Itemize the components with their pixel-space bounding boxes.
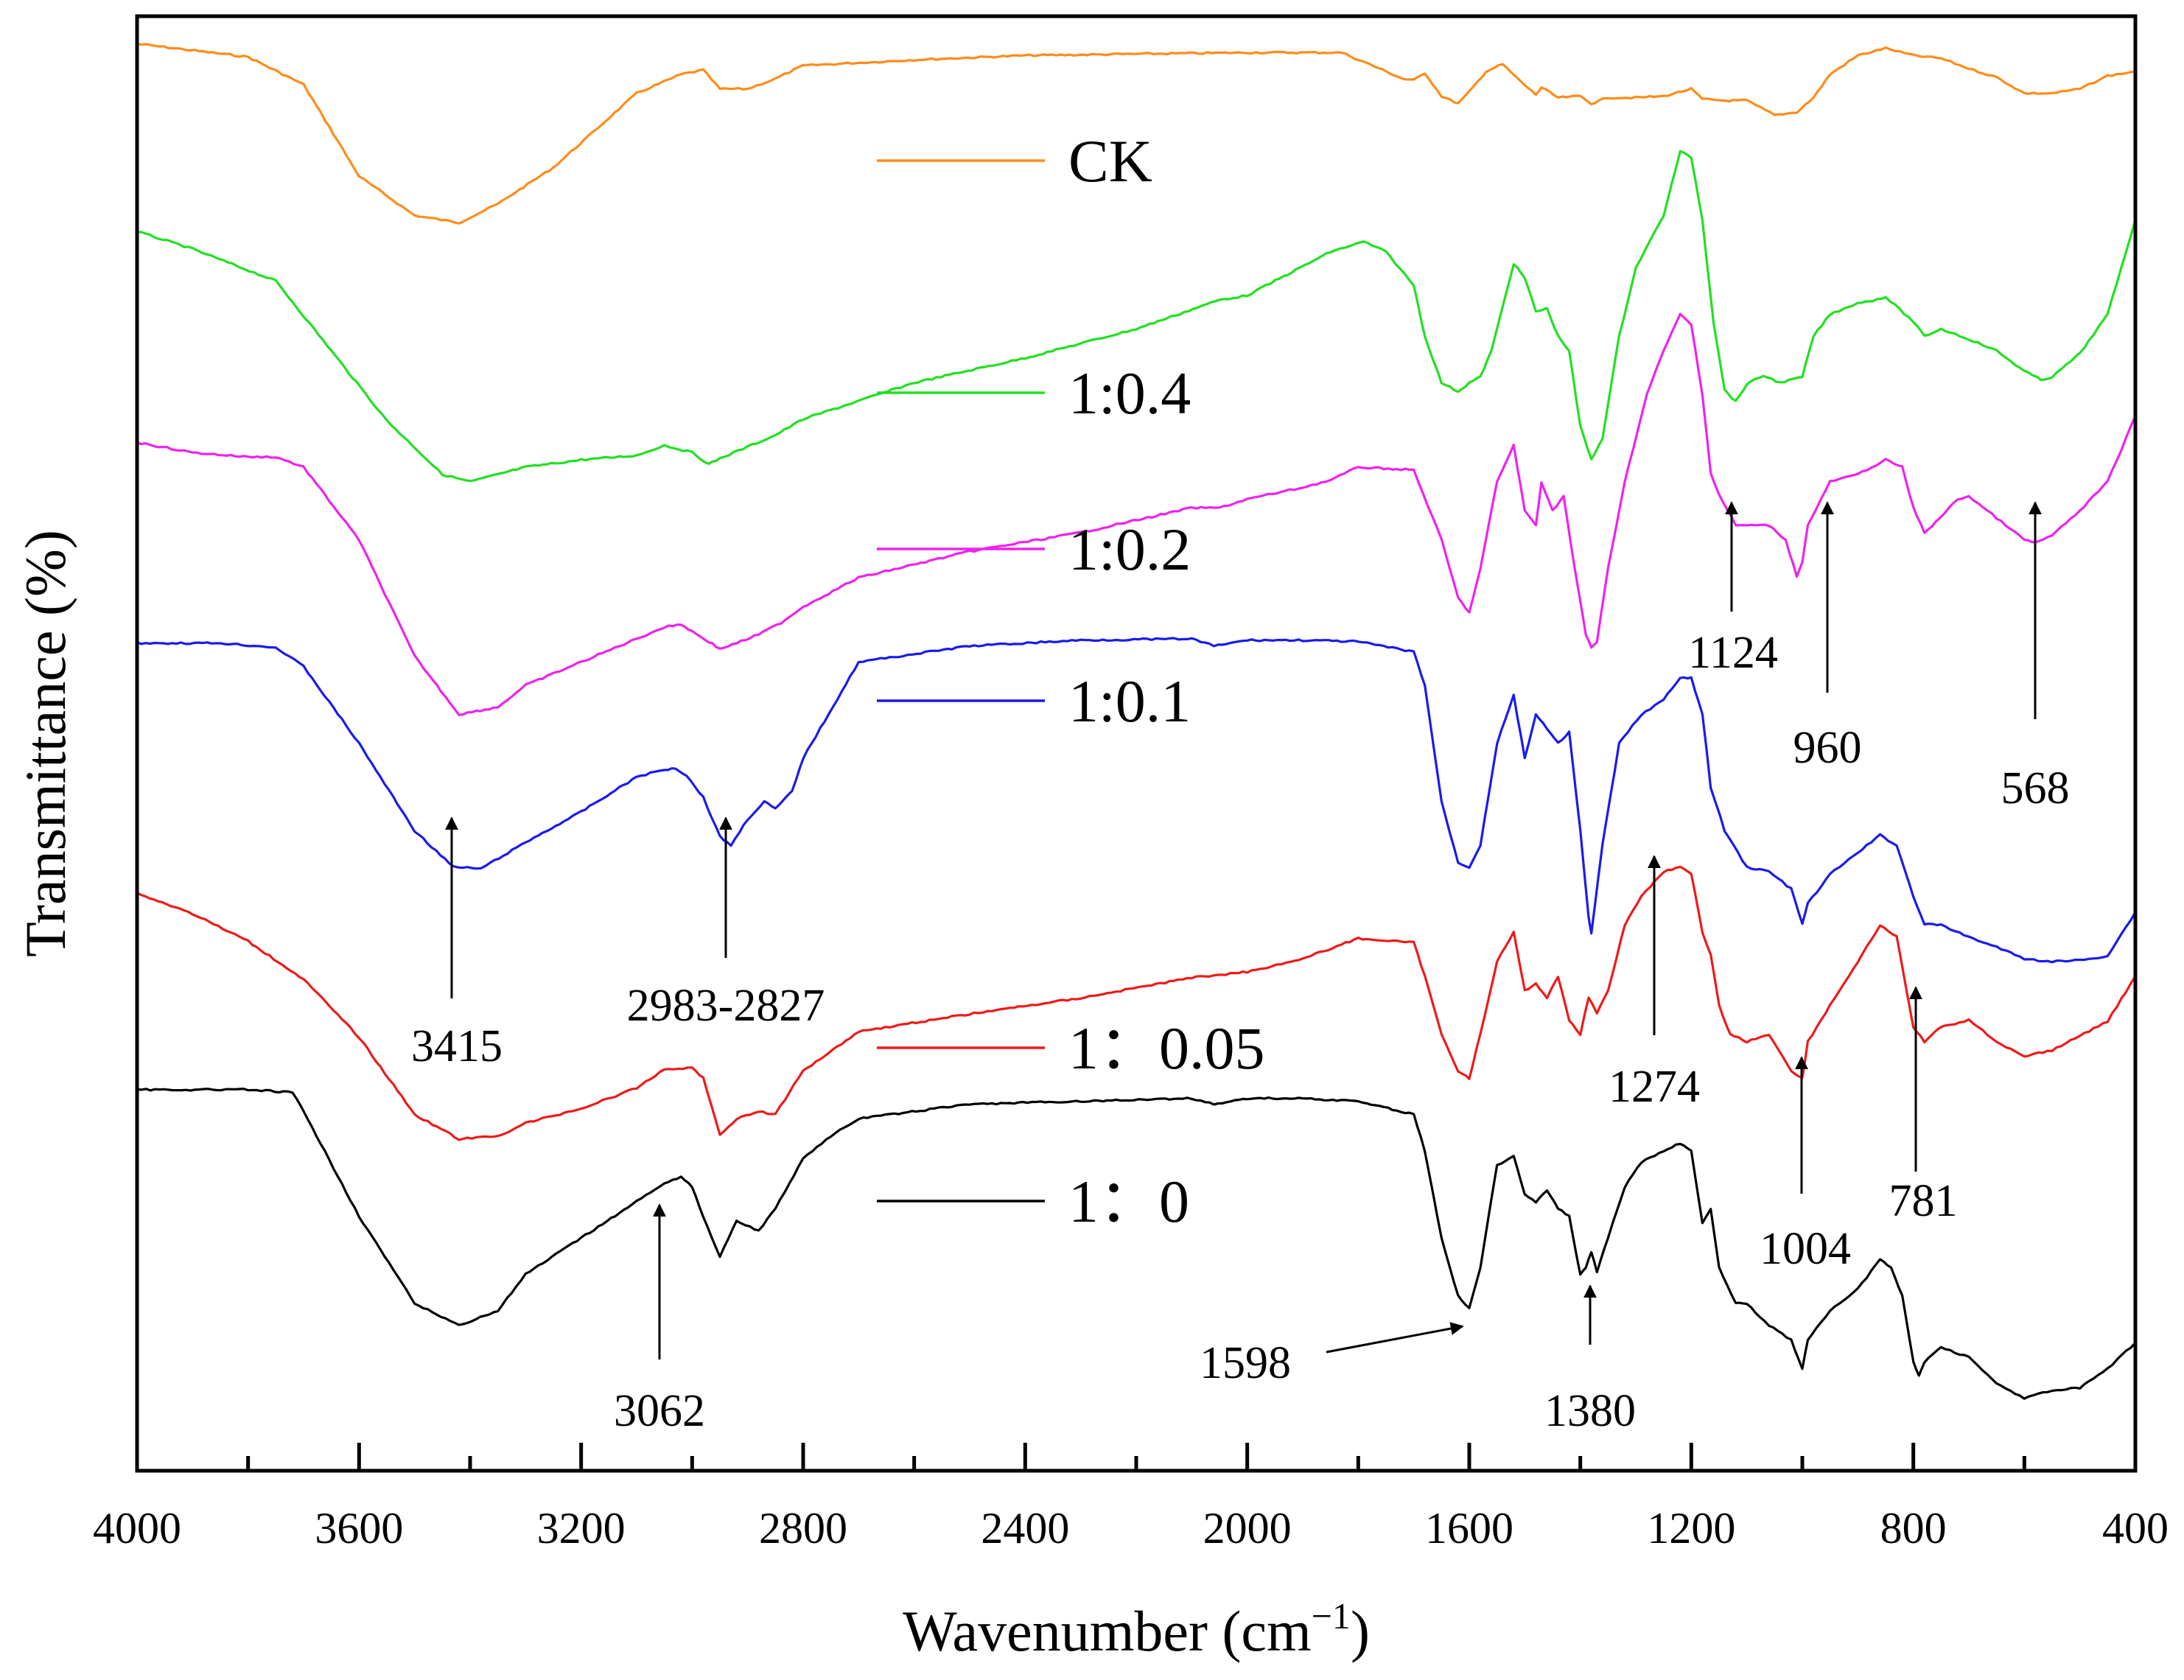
legend-label-1-0-2: 1:0.2 bbox=[1068, 516, 1191, 583]
x-tick-label: 2000 bbox=[1203, 1504, 1292, 1553]
annotation-label-568: 568 bbox=[2001, 763, 2070, 813]
series-line-1-0-2 bbox=[136, 312, 2137, 716]
x-tick-label: 4000 bbox=[93, 1504, 181, 1553]
series-line-1-0-1 bbox=[136, 637, 2137, 964]
series-layer bbox=[136, 42, 2137, 1400]
annotation-label-1004: 1004 bbox=[1760, 1224, 1851, 1274]
annotation-label-781: 781 bbox=[1889, 1176, 1958, 1226]
x-tick-label: 3600 bbox=[315, 1504, 403, 1553]
annotation-label-1124: 1124 bbox=[1688, 628, 1778, 678]
x-tick-label: 2800 bbox=[759, 1504, 847, 1553]
x-tick-label: 2400 bbox=[981, 1504, 1069, 1553]
legend: CK 1:0.4 1:0.2 1:0.1 1：0.05 1：0 bbox=[877, 127, 1265, 1235]
annotation-label-3415: 3415 bbox=[411, 1021, 503, 1071]
series-line-CK bbox=[136, 42, 2136, 225]
x-axis-title: Wavenumber (cm−1) bbox=[903, 1595, 1370, 1663]
legend-label-1-0-05: 1：0.05 bbox=[1068, 1015, 1265, 1082]
x-axis-ticks: 4000 3600 3200 2800 2400 2000 1600 1200 800 400 bbox=[93, 1443, 2169, 1553]
x-tick-label: 1200 bbox=[1647, 1504, 1735, 1553]
y-axis-title: Transmittance (%) bbox=[13, 530, 77, 957]
series-line-1-0-05 bbox=[136, 865, 2137, 1141]
annotation-label-1380: 1380 bbox=[1544, 1386, 1636, 1436]
legend-label-1-0-4: 1:0.4 bbox=[1068, 360, 1191, 427]
annotation-arrow-1598 bbox=[1326, 1322, 1464, 1354]
x-tick-label: 800 bbox=[1880, 1504, 1947, 1553]
annotation-label-2983-2827: 2983-2827 bbox=[627, 981, 825, 1031]
x-tick-label: 1600 bbox=[1425, 1504, 1513, 1553]
peak-annotations: 3415 2983-2827 3062 1598 1380 1274 1124 960 568 1… bbox=[411, 501, 2070, 1436]
series-line-1-0-4 bbox=[137, 150, 2137, 483]
annotation-label-1598: 1598 bbox=[1200, 1338, 1291, 1388]
legend-label-1-0-1: 1:0.1 bbox=[1068, 668, 1191, 735]
annotation-label-960: 960 bbox=[1793, 723, 1862, 773]
legend-label-1-0: 1：0 bbox=[1068, 1168, 1189, 1235]
legend-label-CK: CK bbox=[1068, 127, 1152, 195]
annotation-label-3062: 3062 bbox=[614, 1386, 705, 1436]
x-axis-title-superscript: −1 bbox=[1312, 1595, 1351, 1637]
x-tick-label: 400 bbox=[2102, 1504, 2169, 1553]
series-line-1-0 bbox=[136, 1088, 2137, 1400]
annotation-label-1274: 1274 bbox=[1609, 1062, 1700, 1112]
x-tick-label: 3200 bbox=[537, 1504, 626, 1553]
